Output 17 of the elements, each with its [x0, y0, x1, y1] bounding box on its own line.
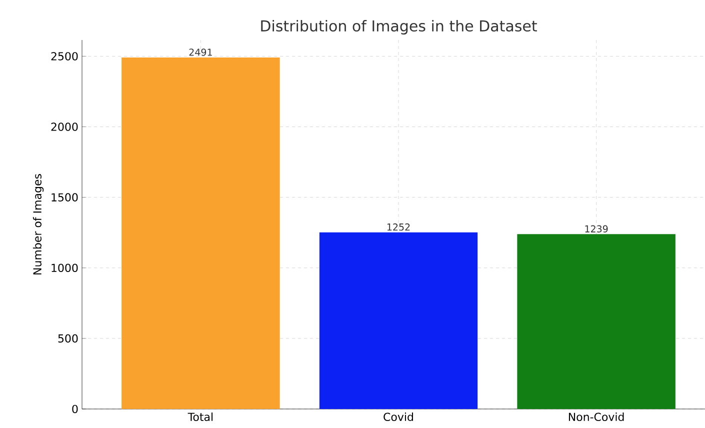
bar: [122, 57, 280, 409]
y-axis-title: Number of Images: [32, 174, 44, 274]
data-label: 2491: [189, 48, 212, 56]
y-tick-label: 2000: [51, 122, 78, 131]
data-label: 1252: [387, 223, 410, 231]
chart-title: Distribution of Images in the Dataset: [261, 20, 537, 34]
y-tick-label: 500: [58, 334, 78, 343]
y-tick-label: 1500: [52, 193, 78, 202]
x-tick-label: Non-Covid: [568, 412, 624, 422]
y-tick-label: 1000: [52, 264, 78, 272]
y-tick-label: 0: [72, 404, 78, 414]
bar: [517, 234, 676, 409]
x-tick-label: Covid: [384, 412, 413, 422]
x-tick-label: Total: [188, 412, 213, 422]
data-label: 1239: [585, 225, 608, 232]
bar: [319, 232, 478, 409]
y-tick-label: 2500: [51, 52, 78, 60]
